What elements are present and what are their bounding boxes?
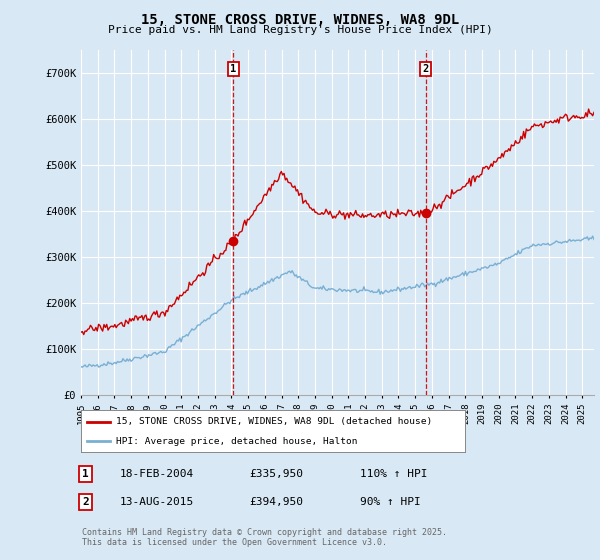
Text: 2: 2 [422, 64, 428, 74]
Text: 15, STONE CROSS DRIVE, WIDNES, WA8 9DL (detached house): 15, STONE CROSS DRIVE, WIDNES, WA8 9DL (… [116, 417, 432, 426]
Text: 18-FEB-2004: 18-FEB-2004 [120, 469, 194, 479]
Text: 15, STONE CROSS DRIVE, WIDNES, WA8 9DL: 15, STONE CROSS DRIVE, WIDNES, WA8 9DL [141, 13, 459, 27]
Text: 2: 2 [82, 497, 89, 507]
Text: 90% ↑ HPI: 90% ↑ HPI [360, 497, 421, 507]
Text: 1: 1 [230, 64, 236, 74]
Text: Contains HM Land Registry data © Crown copyright and database right 2025.
This d: Contains HM Land Registry data © Crown c… [82, 528, 447, 547]
Text: 13-AUG-2015: 13-AUG-2015 [120, 497, 194, 507]
Text: 110% ↑ HPI: 110% ↑ HPI [360, 469, 427, 479]
Text: £394,950: £394,950 [249, 497, 303, 507]
Text: £335,950: £335,950 [249, 469, 303, 479]
Text: HPI: Average price, detached house, Halton: HPI: Average price, detached house, Halt… [116, 437, 357, 446]
Text: 1: 1 [82, 469, 89, 479]
Text: Price paid vs. HM Land Registry's House Price Index (HPI): Price paid vs. HM Land Registry's House … [107, 25, 493, 35]
